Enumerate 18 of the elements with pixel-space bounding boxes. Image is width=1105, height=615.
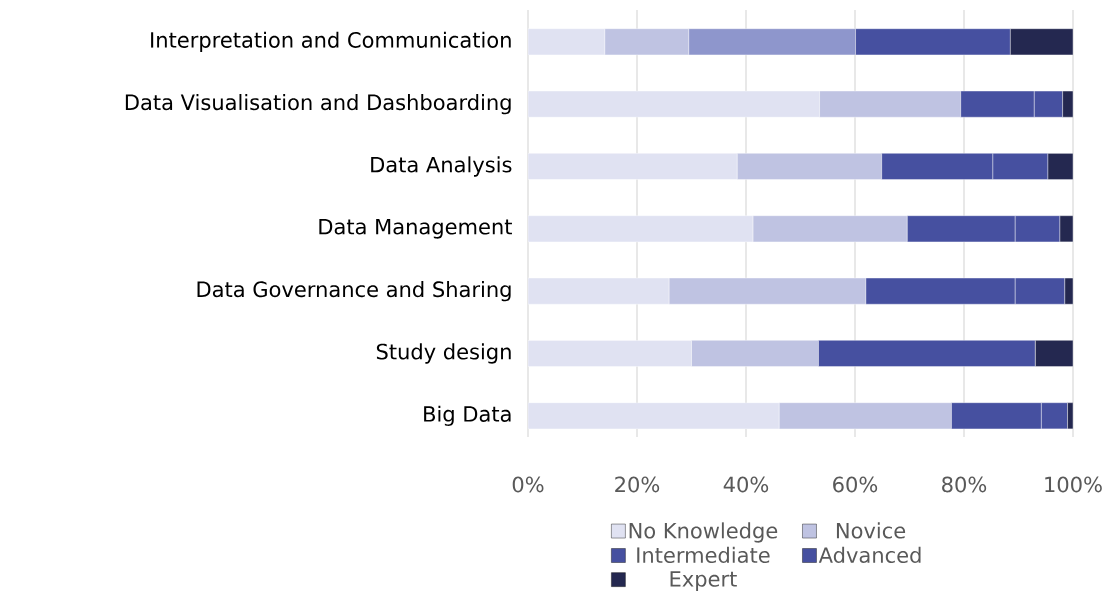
y-tick-label: Data Analysis bbox=[371, 156, 512, 177]
legend-label: Novice bbox=[836, 522, 906, 539]
x-tick-label: 40% bbox=[723, 476, 769, 493]
y-tick-label: Big Data bbox=[424, 405, 511, 426]
x-tick-label: 80% bbox=[942, 476, 987, 493]
y-tick-label: Data Visualisation and Dashboarding bbox=[125, 93, 511, 115]
y-tick-label: Study design bbox=[376, 343, 511, 364]
y-tick-label: Data Governance and Sharing bbox=[197, 280, 511, 302]
legend-label: Expert bbox=[670, 571, 737, 591]
x-tick-label: 100% bbox=[1045, 476, 1102, 493]
y-tick-label: Interpretation and Communication bbox=[151, 31, 511, 52]
legend-label: Intermediate bbox=[637, 546, 770, 564]
legend-label: Advanced bbox=[818, 546, 921, 564]
y-tick-label: Data Management bbox=[319, 218, 512, 239]
legend-label: No Knowledge bbox=[629, 522, 778, 543]
x-tick-label: 0% bbox=[512, 476, 544, 493]
x-tick-label: 20% bbox=[615, 476, 660, 493]
x-tick-label: 60% bbox=[833, 476, 878, 493]
